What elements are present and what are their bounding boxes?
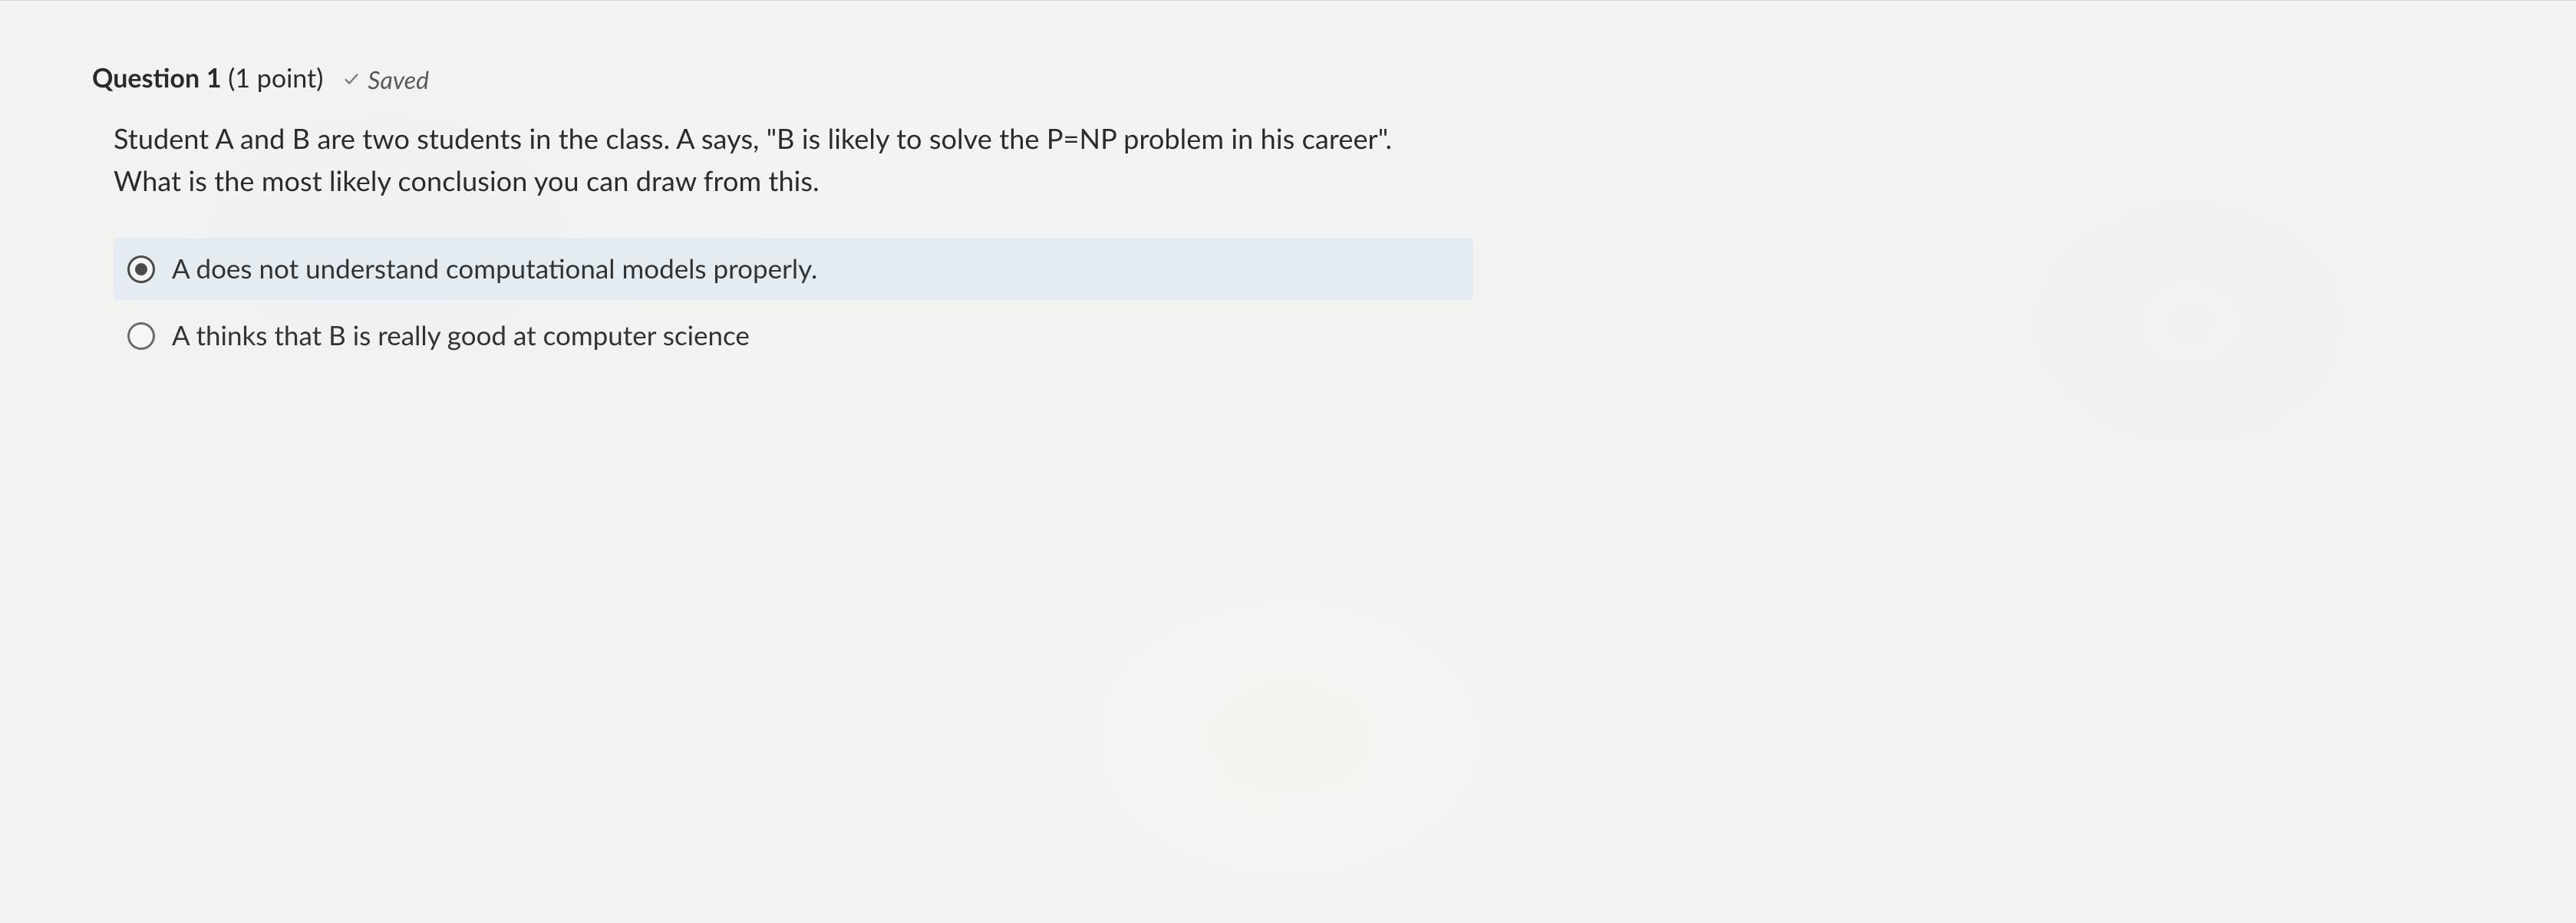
check-icon — [343, 71, 360, 87]
saved-indicator: Saved — [343, 64, 429, 94]
question-label-word: Question — [92, 62, 200, 94]
options-list: A does not understand computational mode… — [114, 238, 1473, 367]
option-label: A thinks that B is really good at comput… — [172, 317, 750, 354]
question-header: Question 1 (1 point) Saved — [92, 62, 1473, 94]
question-points: (1 point) — [228, 62, 323, 94]
question-number: 1 — [206, 62, 222, 94]
option-row[interactable]: A does not understand computational mode… — [114, 238, 1473, 300]
radio-icon[interactable] — [127, 255, 155, 283]
quiz-page: Question 1 (1 point) Saved Student A and… — [0, 0, 2576, 923]
option-row[interactable]: A thinks that B is really good at comput… — [114, 305, 1473, 367]
option-label: A does not understand computational mode… — [172, 250, 817, 288]
question-block: Question 1 (1 point) Saved Student A and… — [92, 62, 1473, 367]
question-prompt: Student A and B are two students in the … — [114, 117, 1418, 203]
saved-text: Saved — [368, 64, 429, 94]
radio-icon[interactable] — [127, 322, 155, 350]
question-title: Question 1 (1 point) — [92, 62, 323, 94]
